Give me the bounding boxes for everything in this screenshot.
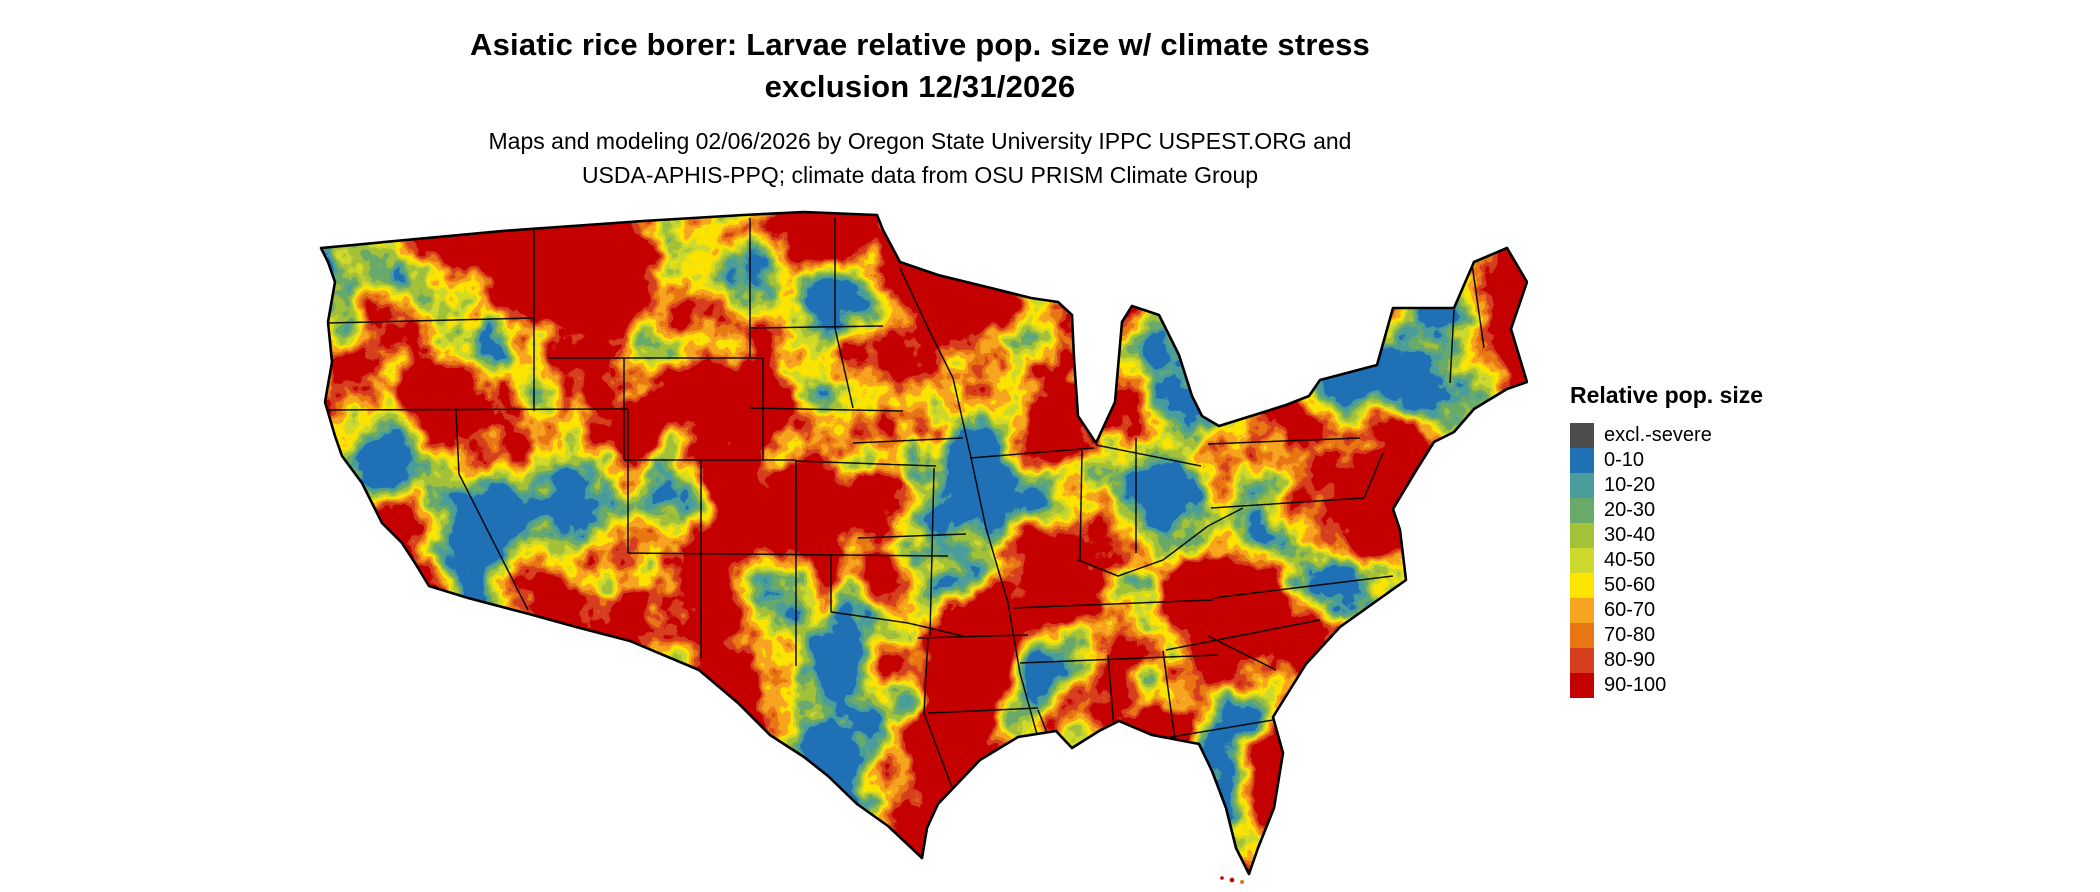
- us-outline: [319, 210, 1529, 876]
- legend-label: 90-100: [1604, 674, 1667, 696]
- legend-swatch-40-50: [1570, 548, 1594, 573]
- legend-label: 40-50: [1604, 549, 1656, 571]
- legend-label: 50-60: [1604, 574, 1656, 596]
- header: Asiatic rice borer: Larvae relative pop.…: [0, 24, 1840, 192]
- legend-label: 80-90: [1604, 649, 1656, 671]
- credit-block: Maps and modeling 02/06/2026 by Oregon S…: [0, 124, 1840, 192]
- legend-label: 10-20: [1604, 474, 1656, 496]
- state-boundaries: [323, 218, 1485, 799]
- legend-entry: excl.-severe: [1570, 423, 1870, 448]
- legend-entry: 0-10: [1570, 448, 1870, 473]
- legend-label: 0-10: [1604, 449, 1645, 471]
- legend-entry: 40-50: [1570, 548, 1870, 573]
- credit-line2: USDA-APHIS-PPQ; climate data from OSU PR…: [581, 162, 1259, 188]
- map-title-line2: exclusion 12/31/2026: [764, 69, 1076, 104]
- legend-swatch-0-10: [1570, 448, 1594, 473]
- legend-label: 20-30: [1604, 499, 1656, 521]
- credit-line1: Maps and modeling 02/06/2026 by Oregon S…: [488, 128, 1352, 154]
- legend-entry: 60-70: [1570, 598, 1870, 623]
- legend-label: 30-40: [1604, 524, 1656, 546]
- legend-entry: 70-80: [1570, 623, 1870, 648]
- legend-swatch-10-20: [1570, 473, 1594, 498]
- map-title-line1: Asiatic rice borer: Larvae relative pop.…: [470, 27, 1370, 62]
- legend-entry: 10-20: [1570, 473, 1870, 498]
- population-raster-layer: [321, 212, 1527, 874]
- legend-entry: 90-100: [1570, 673, 1870, 698]
- florida-keys-specks: [1220, 876, 1244, 884]
- legend-swatch-excl-severe: [1570, 423, 1594, 448]
- legend-swatch-50-60: [1570, 573, 1594, 598]
- legend: Relative pop. size excl.-severe 0-10 10-…: [1570, 382, 1870, 698]
- legend-entry: 30-40: [1570, 523, 1870, 548]
- legend-entry: 50-60: [1570, 573, 1870, 598]
- legend-swatch-80-90: [1570, 648, 1594, 673]
- legend-swatch-60-70: [1570, 598, 1594, 623]
- legend-entry: 20-30: [1570, 498, 1870, 523]
- legend-label: 60-70: [1604, 599, 1656, 621]
- legend-label: 70-80: [1604, 624, 1656, 646]
- legend-swatch-30-40: [1570, 523, 1594, 548]
- legend-swatch-20-30: [1570, 498, 1594, 523]
- legend-swatch-90-100: [1570, 673, 1594, 698]
- legend-entry: 80-90: [1570, 648, 1870, 673]
- legend-swatch-70-80: [1570, 623, 1594, 648]
- conus-map: [319, 210, 1529, 884]
- legend-title: Relative pop. size: [1570, 382, 1764, 408]
- legend-label: excl.-severe: [1604, 424, 1712, 446]
- conus-map-container: [308, 208, 1529, 884]
